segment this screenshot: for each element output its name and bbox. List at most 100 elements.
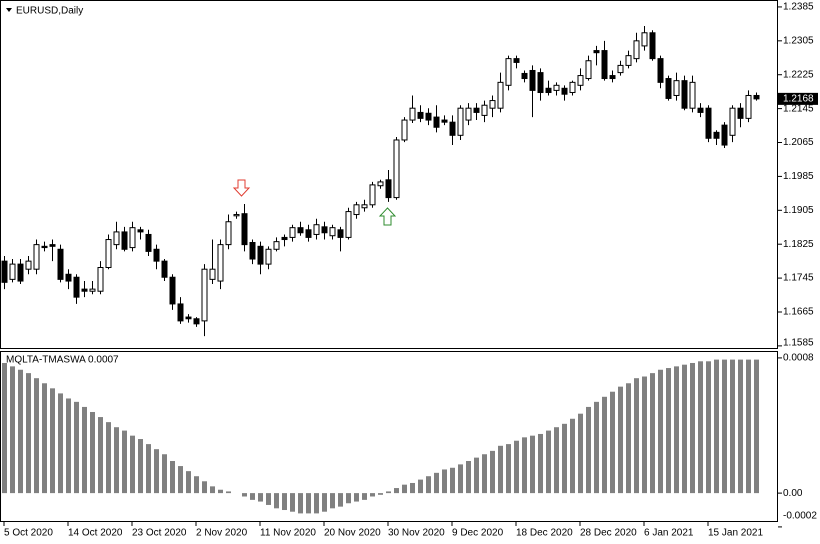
histogram-bar [570,418,575,494]
histogram-bar [450,467,455,494]
candle-body [537,72,544,94]
histogram-bar [554,427,559,494]
candle-body [369,184,376,206]
candle-body [113,231,120,246]
y-tick-label: 1.1825 [783,239,814,250]
histogram-bar [634,378,639,494]
candle-body [553,84,560,91]
candle-body [673,80,680,96]
candle-body [561,87,568,95]
histogram-bar [458,464,463,494]
candle-body [441,119,448,123]
candle-body [233,214,240,217]
histogram-bar [346,493,351,504]
candle-body [657,58,664,83]
histogram-bar [730,359,735,494]
candle-body [377,181,384,187]
histogram-bar [266,493,271,505]
histogram-bar [258,493,263,502]
y-tick-label: 1.2065 [783,137,814,148]
candle-body [433,116,440,128]
histogram-bar [130,435,135,494]
candle-body [465,107,472,121]
candle-body [209,268,216,280]
x-tick-label: 9 Dec 2020 [452,528,504,539]
candle-body [689,81,696,109]
histogram-bar [538,433,543,494]
histogram-bar [210,486,215,494]
candle-body [697,107,704,113]
histogram-bar [754,359,759,494]
candle-body [321,226,328,234]
histogram-bar [354,493,359,502]
histogram-bar [58,393,63,494]
histogram-bar [170,461,175,494]
histogram-bar [194,476,199,494]
histogram-bar [490,450,495,494]
candle-body [337,229,344,238]
buy-arrow [378,207,397,226]
histogram-bar [370,493,375,497]
histogram-bar [274,493,279,509]
candle-body [457,107,464,136]
histogram-bar [402,484,407,494]
histogram-bar [18,369,23,494]
candle-body [9,263,16,280]
histogram-bar [290,493,295,512]
candle-body [577,75,584,86]
candle-body [681,80,688,109]
candle-body [641,32,648,47]
histogram-bar [650,373,655,494]
candle-body [137,229,144,233]
candle-body [353,204,360,216]
candle-body [265,248,272,265]
histogram-bar [114,427,119,494]
histogram-bar [298,493,303,514]
histogram-bar [706,361,711,494]
histogram-bar [122,430,127,494]
candle-body [121,231,128,250]
y-tick-label: 1.1665 [783,307,814,318]
y-tick-label: 1.1585 [783,338,814,349]
x-tick-label: 28 Dec 2020 [580,528,637,539]
candle-body [609,75,616,80]
x-tick-label: 15 Jan 2021 [708,528,763,539]
histogram-bar [242,493,247,497]
histogram-bar [674,366,679,494]
candle-body [49,244,56,247]
candle-body [129,227,136,249]
histogram-bar [74,401,79,494]
candle-body [145,233,152,252]
candle-body [393,139,400,199]
candle-body [313,224,320,235]
histogram-bar [2,362,7,494]
histogram-bar [42,383,47,494]
x-tick-label: 14 Oct 2020 [68,528,123,539]
histogram-bar [506,444,511,494]
y-tick-label: 1.2145 [783,103,814,114]
candle-body [281,236,288,241]
title-triangle [6,8,12,12]
candle-body [169,276,176,305]
histogram-bar [666,368,671,494]
candle-body [33,244,40,270]
histogram-bar [434,472,439,494]
candle-body [329,227,336,237]
y-tick-label: 0.0008 [783,353,814,364]
candle-body [345,211,352,238]
candle-body [409,107,416,121]
histogram-bar [602,396,607,494]
sell-arrow [232,179,251,197]
indicator-title: MQLTA-TMASWA 0.0007 [6,355,119,366]
candle-body [305,229,312,238]
histogram-bar [746,359,751,494]
candle-body [385,179,392,199]
histogram-bar [530,435,535,494]
histogram-bar [722,359,727,494]
histogram-bar [514,440,519,494]
candle-body [201,268,208,322]
candle-body [449,121,456,136]
histogram-bar [250,493,255,500]
histogram-bar [338,493,343,507]
candle-body [89,288,96,292]
